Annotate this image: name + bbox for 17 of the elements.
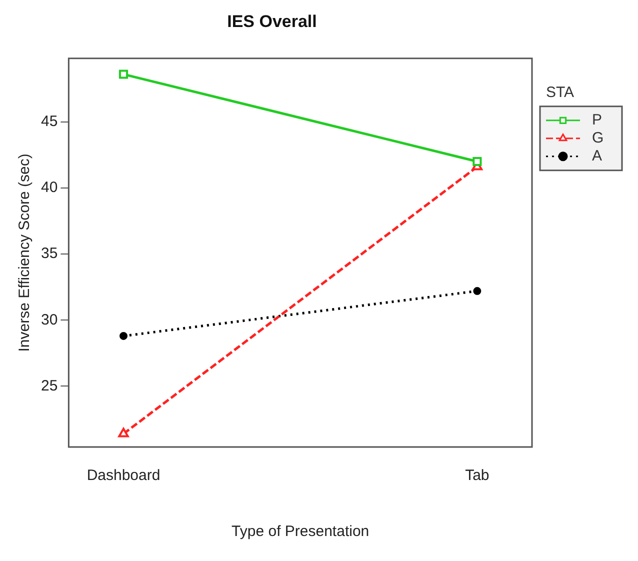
- y-tick-label: 35: [40, 245, 58, 262]
- y-tick-label: 45: [40, 112, 58, 130]
- chart-title: IES Overall: [227, 12, 317, 31]
- point: [120, 332, 128, 340]
- x-axis-title: Type of Presentation: [232, 523, 370, 540]
- y-tick-label: 30: [40, 311, 58, 328]
- legend-label: P: [592, 112, 602, 129]
- y-tick-label: 40: [40, 179, 58, 196]
- legend-label: A: [592, 148, 602, 165]
- y-tick-label: 25: [40, 377, 58, 394]
- x-tick-label: Tab: [465, 467, 490, 484]
- y-axis-title: Inverse Efficiency Score (sec): [16, 154, 34, 352]
- point: [473, 287, 482, 296]
- x-tick-label: Dashboard: [86, 467, 160, 484]
- legend-title: STA: [546, 84, 574, 102]
- point: [118, 70, 128, 79]
- legend-label: G: [592, 130, 604, 147]
